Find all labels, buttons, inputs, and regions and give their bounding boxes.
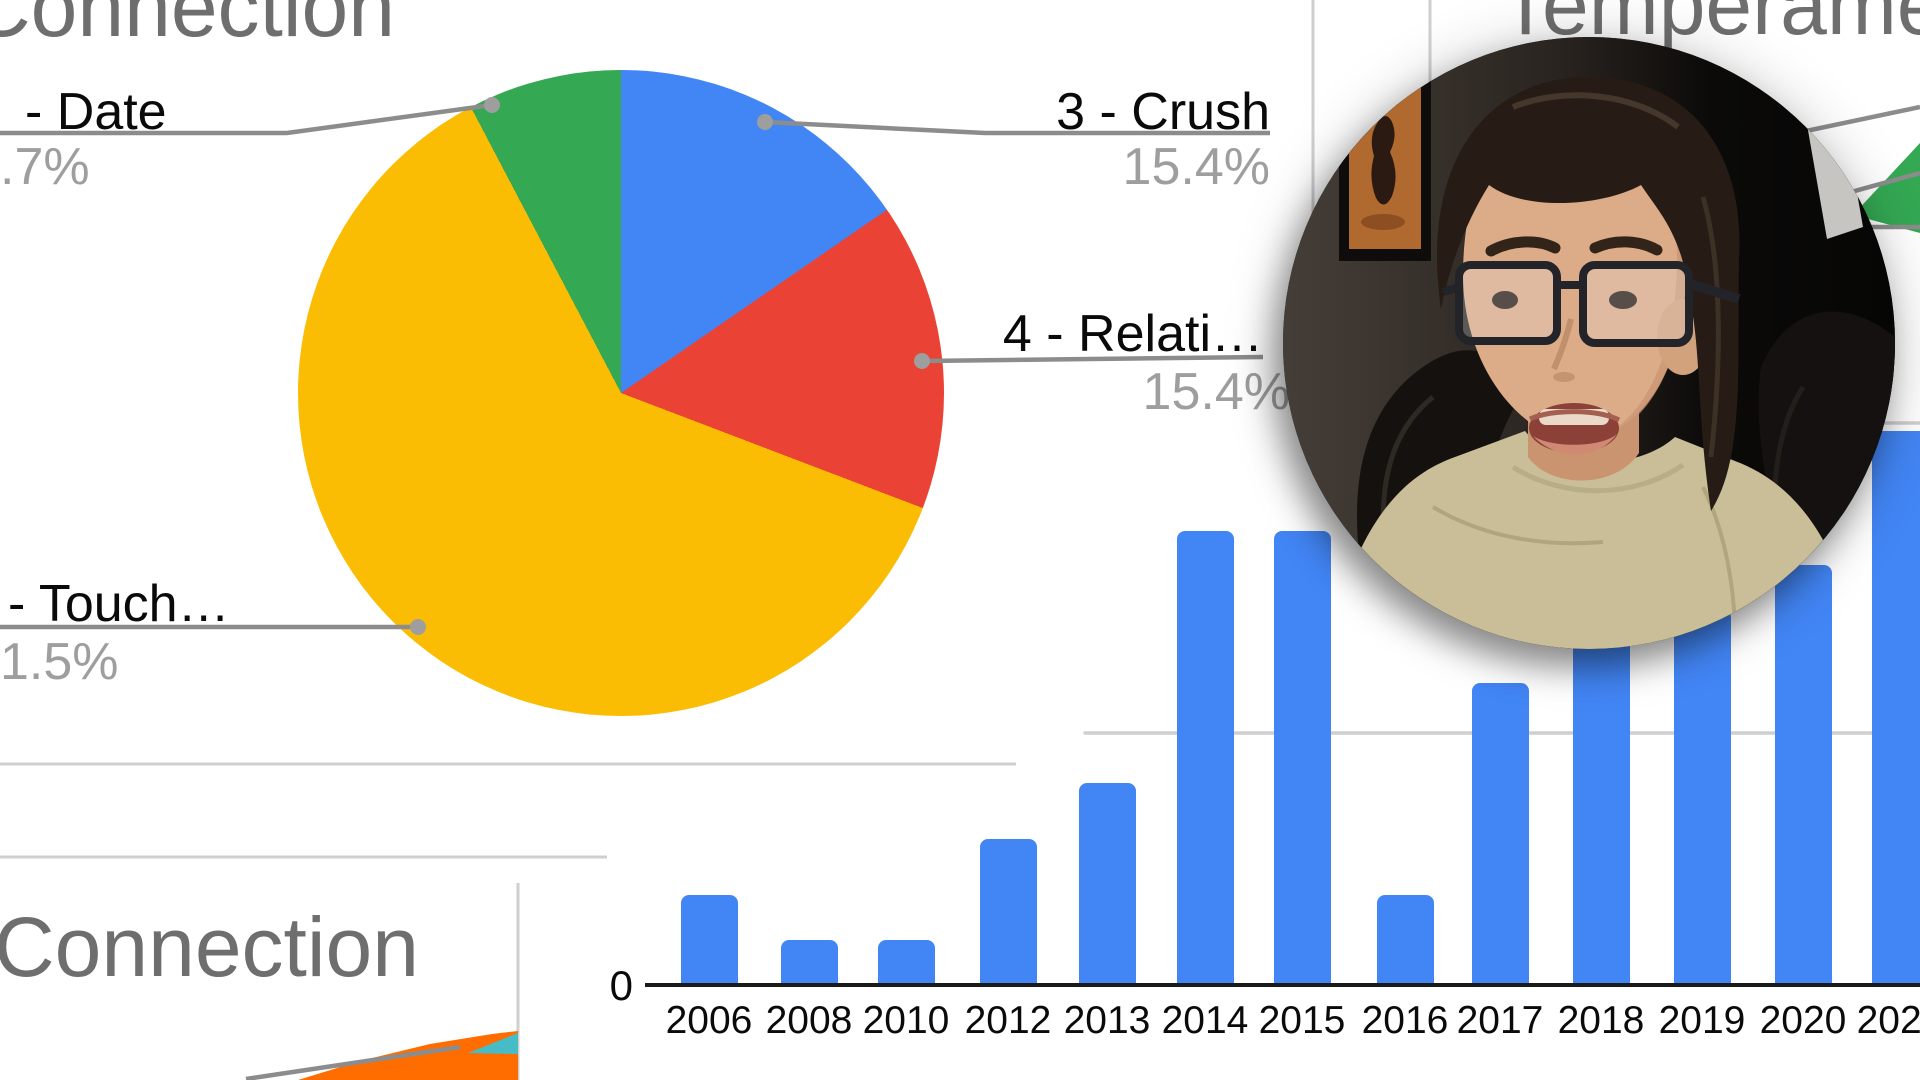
nose xyxy=(1551,318,1574,371)
right-eyebrow xyxy=(1589,236,1663,256)
date-slice-label: - Date xyxy=(25,83,167,141)
mouth xyxy=(1529,403,1621,455)
x-tick-2012: 2012 xyxy=(964,999,1052,1042)
right-eye xyxy=(1609,291,1637,309)
bar-2014 xyxy=(1176,531,1234,985)
bar-2008 xyxy=(780,940,838,985)
date-leader-line xyxy=(0,102,493,136)
bar-2016 xyxy=(1376,895,1434,985)
connection-bottom-title: Connection xyxy=(0,900,419,994)
connection-top-title: Connection xyxy=(0,0,395,54)
relati-slice-percent: 15.4% xyxy=(1142,363,1290,421)
bar-2019 xyxy=(1673,609,1731,985)
x-tick-2019: 2019 xyxy=(1658,999,1746,1042)
temperament-green-wedge xyxy=(1853,143,1920,233)
relati-leader-dot xyxy=(914,353,930,369)
x-tick-2017: 2017 xyxy=(1456,999,1544,1042)
webcam-overlay xyxy=(1283,37,1895,649)
bar-2017 xyxy=(1471,682,1529,985)
x-tick-2015: 2015 xyxy=(1258,999,1346,1042)
mini-pie-teal-wedge xyxy=(468,1033,518,1054)
nostril-shadow xyxy=(1553,372,1575,382)
x-tick-2006: 2006 xyxy=(665,999,753,1042)
bar-2015 xyxy=(1273,531,1331,985)
x-tick-2020: 2020 xyxy=(1759,999,1847,1042)
x-tick-2014: 2014 xyxy=(1161,999,1249,1042)
bar-chart-x-axis xyxy=(645,983,1920,987)
relati-slice-label: 4 - Relati… xyxy=(1002,305,1263,363)
x-tick-2021: 2021 xyxy=(1856,999,1920,1042)
crush-leader-line xyxy=(764,119,1270,136)
x-tick-2008: 2008 xyxy=(765,999,853,1042)
x-tick-2010: 2010 xyxy=(862,999,950,1042)
crush-slice-percent: 15.4% xyxy=(1122,138,1270,196)
x-tick-2016: 2016 xyxy=(1361,999,1449,1042)
date-leader-dot xyxy=(484,97,500,113)
glasses xyxy=(1441,261,1741,347)
left-eye xyxy=(1492,291,1518,309)
crush-slice-label: 3 - Crush xyxy=(1056,83,1270,141)
connection-pie-chart xyxy=(298,70,944,716)
webcam-portrait xyxy=(1283,37,1895,649)
shirt xyxy=(1328,431,1859,649)
temperament-leader-line-1 xyxy=(1805,104,1920,134)
left-eyebrow xyxy=(1485,236,1561,257)
bar-2020 xyxy=(1774,565,1832,985)
bar-2021 xyxy=(1871,430,1920,985)
date-slice-percent: .7% xyxy=(0,138,90,196)
hair-highlight xyxy=(1511,92,1680,130)
touch-slice-label: - Touch… xyxy=(8,575,230,633)
bar-2013 xyxy=(1078,783,1136,985)
bar-2010 xyxy=(877,940,935,985)
touch-slice-percent: 1.5% xyxy=(0,633,119,691)
crush-leader-dot xyxy=(757,114,773,130)
x-tick-2018: 2018 xyxy=(1557,999,1645,1042)
mini-pie-leader-line xyxy=(245,1044,461,1080)
hair-highlight-2 xyxy=(1700,196,1721,458)
x-tick-2013: 2013 xyxy=(1063,999,1151,1042)
bar-2012 xyxy=(979,839,1037,985)
touch-leader-dot xyxy=(410,619,426,635)
y-axis-zero-tick: 0 xyxy=(609,962,633,1009)
bar-2006 xyxy=(680,895,738,985)
relati-leader-line xyxy=(921,354,1264,364)
bar-2018 xyxy=(1572,581,1630,985)
hair xyxy=(1437,76,1740,512)
